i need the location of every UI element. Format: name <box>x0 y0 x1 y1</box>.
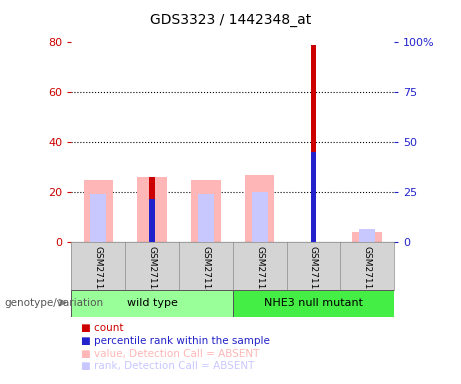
Bar <box>245 175 274 242</box>
Bar <box>71 290 233 317</box>
Text: wild type: wild type <box>127 298 177 308</box>
Bar <box>252 192 268 242</box>
Bar <box>198 195 214 242</box>
Text: ■ percentile rank within the sample: ■ percentile rank within the sample <box>81 336 270 346</box>
Bar <box>83 180 113 242</box>
Text: GDS3323 / 1442348_at: GDS3323 / 1442348_at <box>150 13 311 27</box>
Bar <box>90 195 106 242</box>
Bar <box>149 177 155 242</box>
Text: ■ count: ■ count <box>81 323 123 333</box>
Bar <box>137 177 167 242</box>
Text: GSM271148: GSM271148 <box>148 246 157 301</box>
Text: GSM271151: GSM271151 <box>309 246 318 301</box>
Bar <box>311 152 316 242</box>
Bar <box>191 180 221 242</box>
Bar <box>359 230 375 242</box>
Text: GSM271149: GSM271149 <box>201 246 210 301</box>
Text: GSM271147: GSM271147 <box>94 246 103 301</box>
Text: genotype/variation: genotype/variation <box>5 298 104 308</box>
Text: GSM271152: GSM271152 <box>363 246 372 301</box>
Text: ■ value, Detection Call = ABSENT: ■ value, Detection Call = ABSENT <box>81 349 259 359</box>
Text: GSM271150: GSM271150 <box>255 246 264 301</box>
Text: NHE3 null mutant: NHE3 null mutant <box>264 298 363 308</box>
Bar <box>353 232 382 242</box>
Bar <box>233 290 394 317</box>
Bar <box>149 200 155 242</box>
Text: ■ rank, Detection Call = ABSENT: ■ rank, Detection Call = ABSENT <box>81 361 254 371</box>
Bar <box>311 45 316 242</box>
